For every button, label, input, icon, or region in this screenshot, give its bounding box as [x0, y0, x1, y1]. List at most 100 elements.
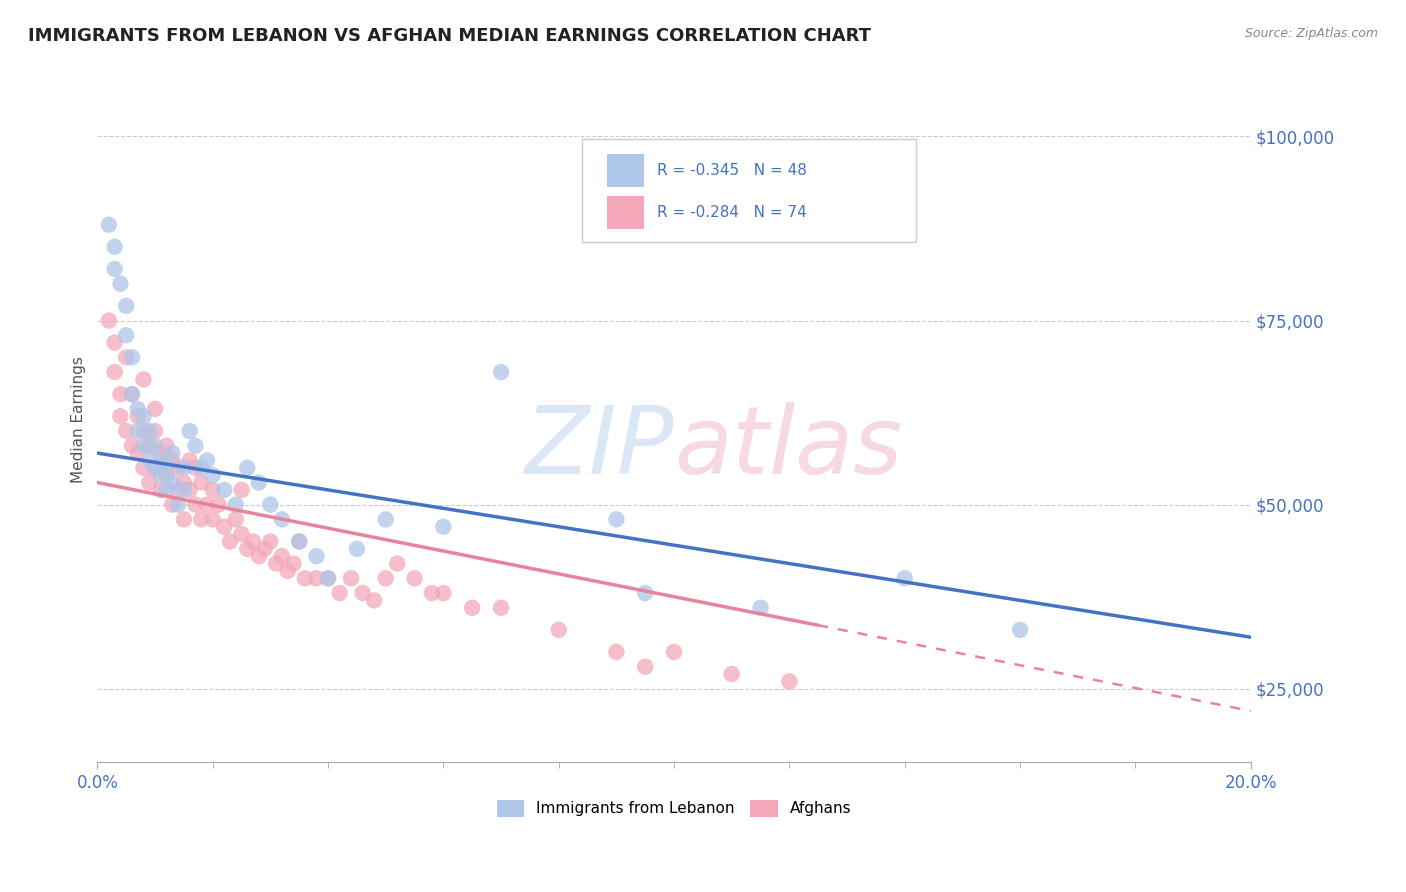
FancyBboxPatch shape — [582, 139, 917, 242]
Point — [149, 468, 172, 483]
Point — [236, 460, 259, 475]
Point — [184, 439, 207, 453]
Point — [605, 645, 627, 659]
Point — [121, 351, 143, 365]
Point — [1010, 623, 1032, 637]
Point — [155, 468, 177, 483]
Point — [547, 623, 569, 637]
Point — [404, 571, 426, 585]
Point — [253, 541, 276, 556]
Point — [605, 512, 627, 526]
Point — [184, 498, 207, 512]
Point — [212, 483, 235, 497]
Point — [270, 512, 292, 526]
Point — [115, 351, 138, 365]
Point — [179, 483, 201, 497]
Point — [294, 571, 316, 585]
Point — [104, 335, 127, 350]
Point — [149, 453, 172, 467]
Point — [149, 483, 172, 497]
Point — [132, 460, 155, 475]
Point — [132, 372, 155, 386]
Point — [138, 453, 160, 467]
Point — [634, 659, 657, 673]
Point — [104, 240, 127, 254]
Point — [893, 571, 915, 585]
Point — [155, 460, 177, 475]
Point — [374, 512, 396, 526]
Point — [162, 453, 184, 467]
Point — [461, 600, 484, 615]
Point — [420, 586, 443, 600]
Point — [121, 387, 143, 401]
Point — [162, 498, 184, 512]
Point — [207, 498, 229, 512]
Point — [121, 387, 143, 401]
Point — [149, 446, 172, 460]
Point — [127, 409, 149, 424]
Point — [231, 527, 253, 541]
Point — [352, 586, 374, 600]
Point — [190, 460, 212, 475]
Point — [143, 460, 166, 475]
Point — [219, 534, 242, 549]
Point — [110, 277, 132, 291]
Point — [138, 424, 160, 438]
Point — [127, 424, 149, 438]
Point — [143, 401, 166, 416]
Point — [634, 586, 657, 600]
Legend: Immigrants from Lebanon, Afghans: Immigrants from Lebanon, Afghans — [491, 793, 858, 823]
Text: Source: ZipAtlas.com: Source: ZipAtlas.com — [1244, 27, 1378, 40]
Point — [242, 534, 264, 549]
Point — [195, 498, 218, 512]
Point — [489, 600, 512, 615]
Point — [432, 586, 454, 600]
Point — [173, 512, 195, 526]
Text: R = -0.284   N = 74: R = -0.284 N = 74 — [657, 205, 807, 220]
Point — [143, 460, 166, 475]
Point — [173, 483, 195, 497]
Point — [778, 674, 800, 689]
Point — [225, 498, 247, 512]
Point — [201, 512, 224, 526]
Point — [316, 571, 339, 585]
Point — [173, 475, 195, 490]
Y-axis label: Median Earnings: Median Earnings — [72, 357, 86, 483]
Point — [132, 424, 155, 438]
Point — [247, 475, 270, 490]
Point — [329, 586, 352, 600]
Point — [387, 557, 409, 571]
Point — [132, 409, 155, 424]
Point — [489, 365, 512, 379]
Point — [104, 262, 127, 277]
Bar — [607, 154, 644, 187]
Text: atlas: atlas — [673, 401, 903, 493]
Point — [155, 483, 177, 497]
Point — [155, 439, 177, 453]
Point — [231, 483, 253, 497]
Point — [162, 446, 184, 460]
Point — [132, 439, 155, 453]
Point — [225, 512, 247, 526]
Point — [190, 512, 212, 526]
Point — [247, 549, 270, 564]
Point — [97, 313, 120, 327]
Point — [662, 645, 685, 659]
Point — [283, 557, 305, 571]
Point — [288, 534, 311, 549]
Point — [110, 387, 132, 401]
Point — [236, 541, 259, 556]
Point — [179, 453, 201, 467]
Point — [201, 468, 224, 483]
Point — [127, 401, 149, 416]
Point — [264, 557, 287, 571]
Point — [127, 446, 149, 460]
Point — [305, 571, 328, 585]
Point — [179, 424, 201, 438]
Point — [138, 475, 160, 490]
Point — [270, 549, 292, 564]
Point — [374, 571, 396, 585]
Point — [167, 483, 190, 497]
Point — [749, 600, 772, 615]
Point — [162, 475, 184, 490]
